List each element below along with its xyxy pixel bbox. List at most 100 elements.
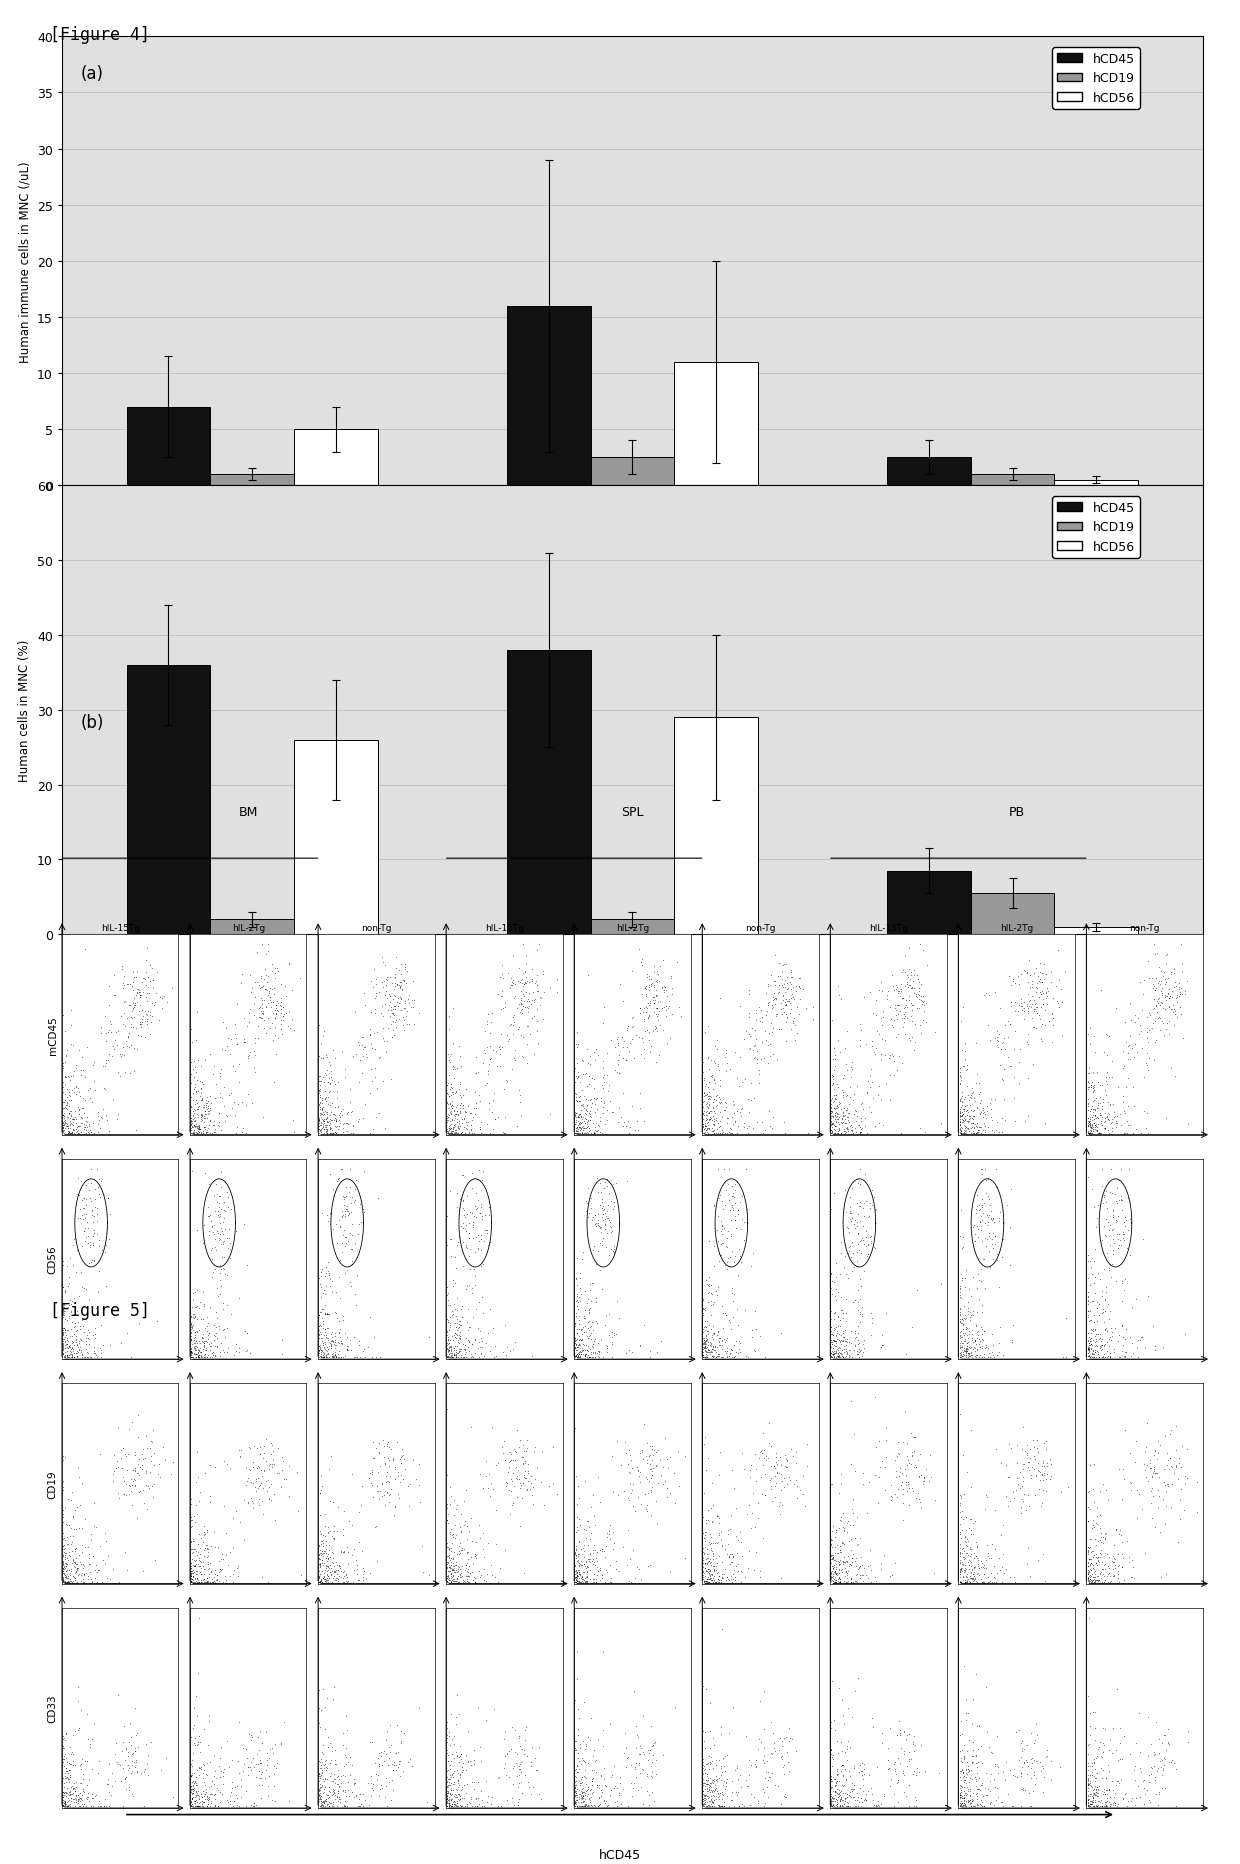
Point (830, 1778, 849, 1808)
Point (577, 1342, 596, 1372)
Point (761, 1471, 781, 1501)
Point (601, 1215, 621, 1245)
Point (322, 1342, 342, 1372)
Point (334, 1760, 353, 1789)
Point (951, 1113, 971, 1143)
Point (709, 1780, 729, 1810)
Point (704, 1342, 724, 1372)
Point (310, 1340, 330, 1370)
Point (1083, 1115, 1102, 1144)
Point (831, 1320, 851, 1350)
Point (981, 1197, 1001, 1227)
Point (694, 1566, 714, 1596)
Point (440, 1089, 460, 1118)
Point (1032, 1756, 1052, 1786)
Point (496, 1741, 516, 1771)
Point (822, 1096, 842, 1126)
Point (825, 1092, 844, 1122)
Point (88, 1172, 108, 1202)
Point (66, 1558, 86, 1588)
Point (1033, 958, 1053, 988)
Point (697, 1266, 717, 1295)
Point (438, 1747, 458, 1776)
Point (1105, 1782, 1125, 1812)
Point (1156, 941, 1176, 971)
Point (851, 1103, 870, 1133)
Point (822, 1786, 842, 1816)
Point (704, 1064, 724, 1094)
Point (449, 1743, 469, 1773)
Point (641, 1761, 661, 1791)
Point (202, 1256, 222, 1286)
Point (66, 1323, 86, 1353)
Point (1107, 1172, 1127, 1202)
Point (725, 1107, 745, 1137)
Point (1145, 975, 1164, 1005)
Point (283, 1005, 303, 1035)
Point (822, 1782, 842, 1812)
Point (472, 1784, 492, 1814)
Point (312, 1342, 332, 1372)
Point (769, 1735, 789, 1765)
Point (196, 1333, 216, 1363)
Point (1110, 1515, 1130, 1545)
Point (312, 1758, 332, 1788)
Point (1084, 1788, 1104, 1817)
Point (212, 1316, 232, 1346)
Point (1125, 1448, 1145, 1478)
Point (723, 1193, 743, 1223)
Point (577, 1547, 596, 1577)
Point (316, 1087, 336, 1117)
Point (56, 1549, 76, 1579)
Point (892, 969, 911, 999)
Title: hIL-15Tg: hIL-15Tg (100, 925, 140, 932)
Point (243, 973, 263, 1003)
Point (192, 1782, 212, 1812)
Point (181, 1566, 201, 1596)
Point (57, 1562, 77, 1592)
Point (53, 1297, 73, 1327)
Point (517, 994, 537, 1023)
Point (569, 1301, 589, 1331)
Point (1007, 1448, 1027, 1478)
Point (181, 1558, 201, 1588)
Point (451, 1562, 471, 1592)
Point (697, 1769, 717, 1799)
Point (619, 1336, 639, 1366)
Point (193, 1107, 213, 1137)
Point (1154, 958, 1174, 988)
Point (822, 1117, 842, 1146)
Point (575, 1789, 595, 1819)
Point (340, 1178, 360, 1208)
Point (601, 1775, 621, 1804)
Point (461, 1111, 481, 1141)
Point (237, 1743, 257, 1773)
Point (830, 1325, 849, 1355)
Point (1018, 994, 1038, 1023)
Point (188, 1077, 208, 1107)
Point (735, 1295, 755, 1325)
Point (1011, 984, 1030, 1014)
Point (1006, 967, 1025, 997)
Point (130, 1010, 150, 1040)
Point (906, 1452, 926, 1482)
Point (73, 1055, 93, 1085)
Point (76, 1171, 95, 1200)
Point (1095, 1307, 1115, 1336)
Point (823, 1064, 843, 1094)
Point (456, 1307, 476, 1336)
Point (197, 1568, 217, 1597)
Bar (507, 651, 590, 936)
Point (960, 1566, 980, 1596)
Point (68, 1553, 88, 1583)
Point (1125, 1029, 1145, 1059)
Point (184, 1776, 203, 1806)
Point (1034, 966, 1054, 995)
Point (118, 969, 138, 999)
Point (569, 1342, 589, 1372)
Point (696, 1717, 715, 1747)
Point (593, 1342, 613, 1372)
Point (1102, 1545, 1122, 1575)
Point (494, 1117, 513, 1146)
Point (709, 1066, 729, 1096)
